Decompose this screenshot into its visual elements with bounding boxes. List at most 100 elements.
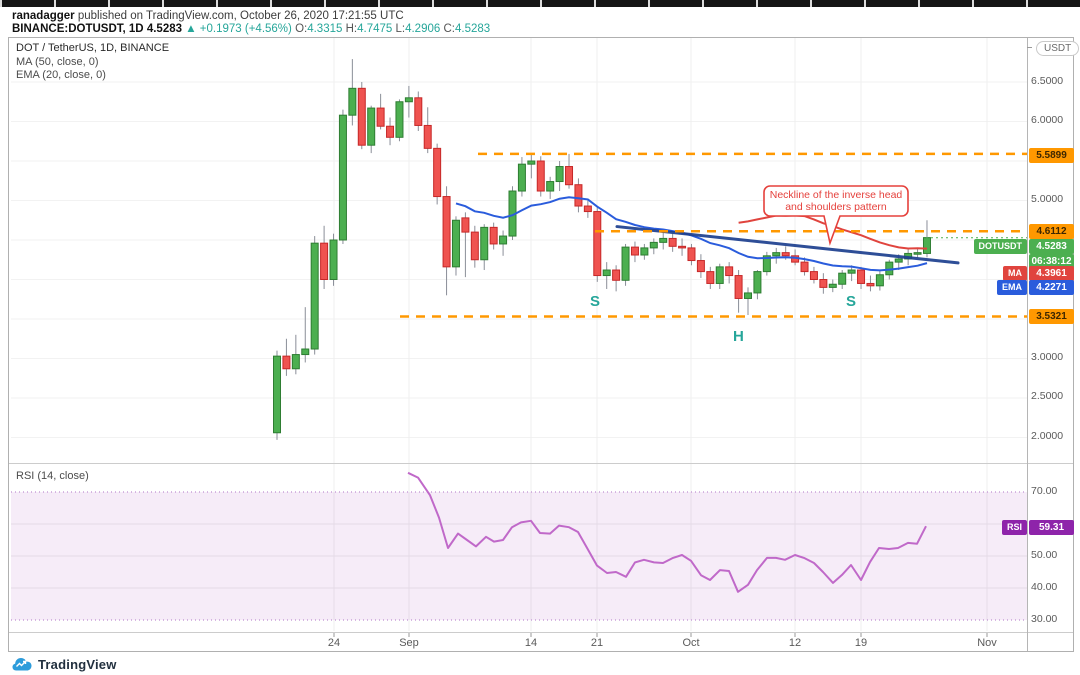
last-price: 4.5283	[146, 23, 183, 35]
rsi-axis-label: 30.00	[1031, 613, 1058, 625]
time-axis-label[interactable]: Oct	[682, 637, 700, 649]
publish-text: published on TradingView.com, October 26…	[74, 10, 404, 22]
high-label: H:	[345, 23, 358, 35]
publish-info: ranadagger published on TradingView.com,…	[12, 10, 404, 22]
candle-up	[451, 219, 460, 268]
candle-down	[781, 252, 790, 257]
candle-down	[489, 226, 498, 245]
low-label: L:	[395, 23, 406, 35]
neckline-callout[interactable]: Neckline of the inverse head and shoulde…	[769, 189, 903, 213]
symbol-name[interactable]: BINANCE:DOTUSDT, 1D	[12, 23, 144, 35]
time-axis-label[interactable]: 12	[788, 637, 802, 649]
candle-down	[376, 107, 385, 127]
tradingview-logo-icon	[12, 658, 32, 671]
candle-down	[470, 231, 479, 261]
pattern-label-shoulder_left: S	[590, 293, 601, 310]
candle-down	[696, 260, 705, 273]
candle-down	[282, 355, 291, 370]
candle-up	[301, 348, 310, 356]
candle-down	[583, 205, 592, 213]
candle-down	[612, 269, 621, 281]
candle-up	[847, 269, 856, 274]
candle-down	[706, 271, 715, 284]
candle-down	[678, 245, 687, 249]
rsi-line	[407, 471, 927, 593]
pattern-label-head: H	[733, 328, 744, 345]
candle-up	[828, 283, 837, 288]
chart-legend-ema[interactable]: EMA (20, close, 0)	[16, 69, 106, 81]
candle-down	[565, 166, 574, 186]
time-axis-label[interactable]: Sep	[399, 637, 419, 649]
candle-up	[480, 226, 489, 261]
candle-up	[291, 354, 300, 370]
purple-price-label: 59.31	[1029, 519, 1074, 535]
candle-up	[555, 166, 564, 183]
close-label: C:	[443, 23, 455, 35]
time-axis-label[interactable]: 19	[854, 637, 868, 649]
rsi-legend[interactable]: RSI (14, close)	[16, 470, 89, 482]
price-axis-label: 2.0000	[1031, 430, 1064, 442]
price-axis-unit-button[interactable]: USDT	[1036, 41, 1080, 56]
candle-down	[536, 160, 545, 192]
orange-price-label: 4.6112	[1029, 223, 1074, 239]
candle-up	[404, 97, 413, 103]
chart-frame	[8, 37, 1074, 652]
candle-down	[668, 237, 677, 247]
candle-up	[329, 239, 338, 280]
time-axis-label[interactable]: 24	[327, 637, 341, 649]
ma-tag: MA	[1003, 265, 1027, 281]
callout-bubble	[763, 185, 909, 246]
candle-down	[819, 279, 828, 288]
rsi-axis-label: 40.00	[1031, 581, 1058, 593]
candle-up	[894, 258, 903, 263]
close-value: 4.5283	[454, 23, 491, 35]
time-axis-label[interactable]: Nov	[977, 637, 997, 649]
candle-up	[348, 87, 357, 116]
candle-down	[593, 211, 602, 277]
candle-up	[715, 266, 724, 284]
author-name: ranadagger	[12, 10, 75, 22]
rsi-axis-label: 70.00	[1031, 485, 1058, 497]
price-axis-label: 5.0000	[1031, 193, 1064, 205]
price-axis-label: 2.5000	[1031, 390, 1064, 402]
candle-down	[734, 275, 743, 299]
rsi-band	[11, 492, 1027, 620]
open-label: O:	[295, 23, 308, 35]
candle-up	[527, 160, 536, 165]
price-axis-label: 6.0000	[1031, 114, 1064, 126]
candle-down	[320, 242, 329, 281]
chart-legend-ma[interactable]: MA (50, close, 0)	[16, 56, 99, 68]
candle-down	[630, 246, 639, 256]
candle-up	[273, 355, 281, 434]
chart-legend-title[interactable]: DOT / TetherUS, 1D, BINANCE	[16, 42, 170, 54]
low-value: 4.2906	[405, 23, 441, 35]
candle-up	[913, 252, 922, 255]
candle-up	[546, 181, 555, 192]
green-price-label: 4.5283	[1029, 238, 1074, 254]
candle-up	[602, 269, 611, 277]
time-axis-label[interactable]: 14	[524, 637, 538, 649]
candle-down	[866, 282, 875, 287]
price-axis-label: 3.0000	[1031, 351, 1064, 363]
orange-price-label: 3.5321	[1029, 308, 1074, 324]
pattern-label-shoulder_right: S	[846, 293, 857, 310]
rsi-axis-label: 50.00	[1031, 549, 1058, 561]
candle-down	[414, 97, 423, 126]
candle-down	[461, 217, 470, 233]
candle-down	[386, 125, 395, 138]
price-change: ▲ +0.1973 (+4.56%)	[185, 23, 292, 35]
tradingview-branding[interactable]: TradingView	[12, 657, 117, 672]
time-axis-label[interactable]: 21	[590, 637, 604, 649]
candle-up	[744, 292, 752, 299]
candle-up	[659, 237, 668, 243]
candle-up	[517, 163, 526, 192]
red-price-label: 4.3961	[1029, 265, 1074, 281]
candle-down	[357, 87, 366, 146]
candle-down	[725, 266, 734, 277]
candle-up	[838, 272, 847, 285]
video-scrubber[interactable]	[0, 0, 1080, 7]
rsi-tag: RSI	[1001, 519, 1027, 535]
candle-up	[772, 252, 781, 257]
axis-tick	[1027, 47, 1032, 48]
